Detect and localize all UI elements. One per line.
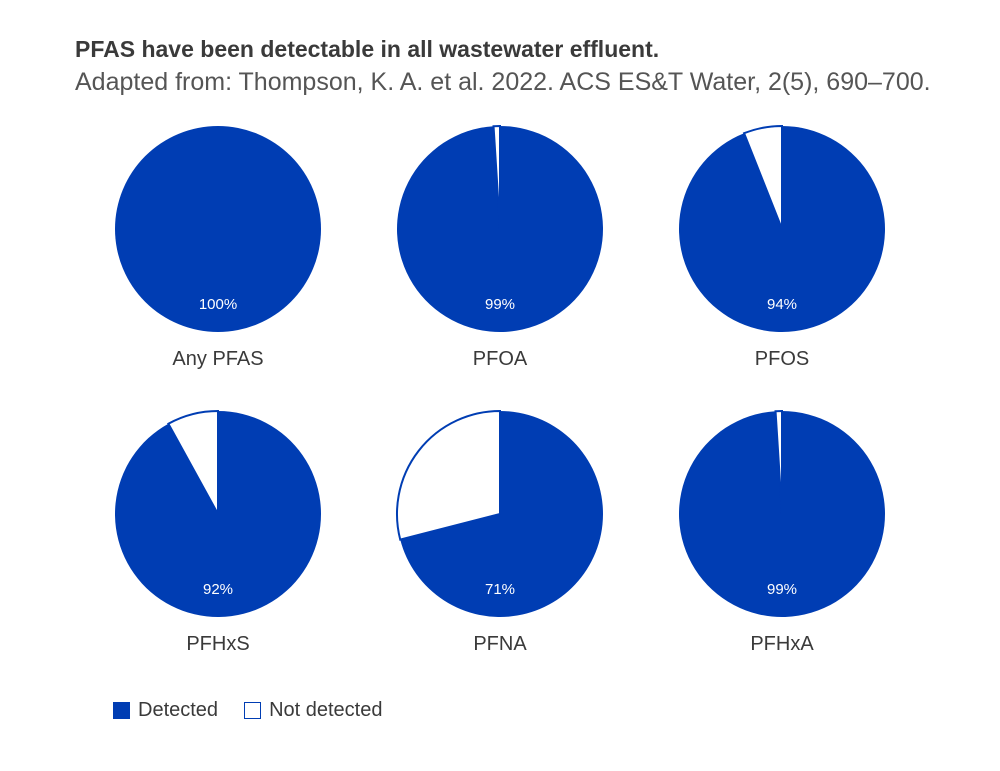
- pie-any-pfas: 100% Any PFAS: [115, 126, 321, 370]
- slice-not-detected-pfhxa: [774, 409, 783, 515]
- legend-swatch-detected: [113, 702, 130, 719]
- slice-detected-any-pfas: [115, 126, 321, 332]
- pie-pfoa: 99% PFOA: [397, 124, 603, 370]
- pie-name-pfhxs: PFHxS: [186, 633, 249, 655]
- chart-title: PFAS have been detectable in all wastewa…: [75, 36, 660, 62]
- data-label-any-pfas: 100%: [199, 296, 237, 313]
- legend-item-detected: Detected: [113, 699, 218, 722]
- pie-name-any-pfas: Any PFAS: [172, 348, 263, 370]
- slice-not-detected-pfos: [742, 124, 783, 230]
- data-label-pfhxs: 92%: [203, 581, 233, 598]
- legend-label-not-detected: Not detected: [269, 699, 383, 721]
- slice-not-detected-pfhxs: [167, 409, 219, 515]
- pie-pfos: 94% PFOS: [679, 124, 885, 370]
- pie-pfhxs: 92% PFHxS: [114, 409, 321, 655]
- slice-detected-pfna: [400, 411, 604, 617]
- data-label-pfna: 71%: [485, 581, 515, 598]
- chart-subtitle: Adapted from: Thompson, K. A. et al. 202…: [75, 68, 931, 96]
- data-label-pfoa: 99%: [485, 296, 515, 313]
- slice-not-detected-pfna: [396, 409, 501, 541]
- legend-label-detected: Detected: [138, 699, 219, 721]
- slice-not-detected-pfoa: [492, 124, 501, 230]
- pie-name-pfhxa: PFHxA: [750, 633, 814, 655]
- pie-pfhxa: 99% PFHxA: [678, 409, 885, 655]
- legend-item-not-detected: Not detected: [244, 699, 382, 722]
- pie-name-pfoa: PFOA: [473, 348, 528, 370]
- legend-swatch-not-detected: [244, 702, 262, 719]
- legend: Detected Not detected: [113, 699, 408, 722]
- pie-name-pfos: PFOS: [755, 348, 809, 370]
- pie-name-pfna: PFNA: [473, 633, 527, 655]
- data-label-pfhxa: 99%: [767, 581, 797, 598]
- pie-pfna: 71% PFNA: [396, 409, 604, 655]
- data-label-pfos: 94%: [767, 296, 797, 313]
